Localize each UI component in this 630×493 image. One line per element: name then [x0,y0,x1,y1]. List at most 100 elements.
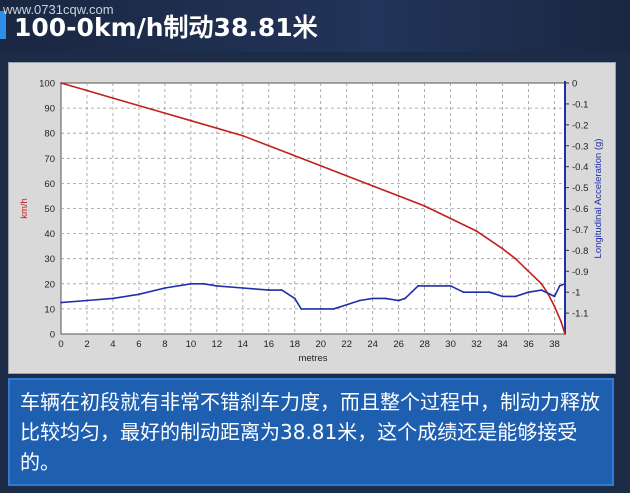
acceleration-data-point [558,284,561,287]
y-right-tick-label: -0.9 [572,267,588,278]
y-left-tick-label: 20 [44,279,55,290]
x-tick-label: 16 [263,339,274,350]
y-right-tick-label: -0.4 [572,162,588,173]
acceleration-data-point [514,295,517,298]
watermark: www.0731cqw.com [3,2,114,17]
acceleration-data-point [112,297,114,300]
speed-data-point [189,119,192,122]
y-left-tick-label: 40 [44,229,55,240]
speed-data-point [397,195,400,197]
speed-data-point [514,257,517,260]
y-right-tick-label: -1.1 [572,309,588,320]
speed-data-point [112,97,114,99]
x-tick-label: 14 [238,339,249,350]
y-right-tick-label: -0.2 [572,120,588,131]
caption-text: 车辆在初段就有非常不错刹车力度，而且整个过程中，制动力释放比较均匀，最好的制动距… [20,390,600,474]
x-tick-label: 20 [315,339,326,350]
chart-panel: 0 2 4 6 8 10 12 14 16 18 20 22 24 26 28 30 32 34 36 38 0 10 20… [8,62,616,374]
x-tick-label: 8 [162,339,167,350]
acceleration-data-point [564,282,566,285]
x-tick-label: 30 [445,339,456,350]
acceleration-data-point [215,284,218,287]
title-bar: 100-0km/h制动38.81米 www.0731cqw.com [0,0,630,52]
acceleration-data-point [293,297,296,300]
x-tick-label: 32 [471,339,482,350]
x-tick-label: 4 [110,339,115,350]
acceleration-data-point [404,297,407,300]
x-tick-label: 22 [341,339,352,350]
speed-data-point [560,320,562,323]
y-left-tick-label: 100 [39,79,55,90]
y-right-tick-label: -0.3 [572,141,588,152]
y-left-tick-label: 90 [44,104,55,115]
acceleration-data-point [241,287,244,289]
y-left-tick-label: 10 [44,304,55,315]
speed-data-point [319,164,322,167]
acceleration-data-point [60,301,62,304]
title-accent-bar [0,11,6,39]
x-tick-label: 12 [212,339,223,350]
y-right-tick-label: -0.6 [572,204,588,215]
acceleration-data-point [417,284,420,287]
x-tick-label: 2 [84,339,89,350]
speed-data-point [241,134,244,137]
braking-chart: 0 2 4 6 8 10 12 14 16 18 20 22 24 26 28 30 32 34 36 3801020… [19,79,604,365]
y-left-tick-label: 50 [44,204,55,215]
y-right-tick-label: 0 [572,79,577,90]
speed-data-point [293,154,296,157]
y-right-tick-label: -0.5 [572,183,588,194]
x-tick-label: 24 [367,339,378,350]
speed-data-point [475,230,478,232]
speed-data-point [553,305,556,308]
acceleration-data-point [462,291,465,294]
x-axis-label: metres [298,353,327,364]
acceleration-data-point [163,287,166,289]
x-tick-label: 38 [549,339,560,350]
speed-data-point [449,217,452,220]
acceleration-data-point [423,284,426,287]
y-right-tick-label: -0.1 [572,99,588,110]
page-title: 100-0km/h制动38.81米 [14,13,318,42]
acceleration-data-point [475,291,478,294]
acceleration-data-point [358,299,361,302]
acceleration-data-point [138,293,140,296]
acceleration-data-point [501,295,504,298]
y-left-axis-label: km/h [19,198,30,219]
x-tick-label: 36 [523,339,534,350]
acceleration-data-point [267,289,270,291]
acceleration-data-point [332,308,335,310]
x-tick-label: 6 [136,339,141,350]
speed-data-point [527,270,530,273]
x-tick-label: 28 [419,339,430,350]
speed-data-point [267,144,270,147]
speed-data-point [60,82,62,84]
speed-data-point [215,127,218,130]
x-tick-label: 0 [58,339,63,350]
y-right-tick-label: -1 [572,288,580,299]
acceleration-data-point [280,289,283,291]
x-tick-label: 34 [497,339,508,350]
speed-data-point [501,247,504,250]
y-left-tick-label: 60 [44,179,55,190]
acceleration-data-point [300,308,303,310]
acceleration-data-point [397,299,400,302]
acceleration-data-point [488,291,491,294]
speed-data-point [371,185,374,187]
y-left-tick-label: 80 [44,129,55,140]
acceleration-data-point [345,303,348,306]
y-left-tick-label: 0 [50,330,55,341]
x-tick-label: 10 [186,339,197,350]
acceleration-data-point [189,282,192,285]
acceleration-data-point [449,284,452,287]
speed-data-point [423,205,426,207]
speed-data-point [163,112,166,115]
acceleration-data-point [410,291,413,294]
acceleration-data-point [384,297,387,300]
y-right-axis-label: Longitudinal Acceleration (g) [593,139,604,259]
caption-box: 车辆在初段就有非常不错刹车力度，而且整个过程中，制动力释放比较均匀，最好的制动距… [8,378,614,486]
acceleration-data-point [553,295,556,298]
y-right-tick-label: -0.8 [572,246,588,257]
speed-data-point [86,89,88,92]
y-right-tick-label: -0.7 [572,225,588,236]
acceleration-data-point [319,308,322,310]
